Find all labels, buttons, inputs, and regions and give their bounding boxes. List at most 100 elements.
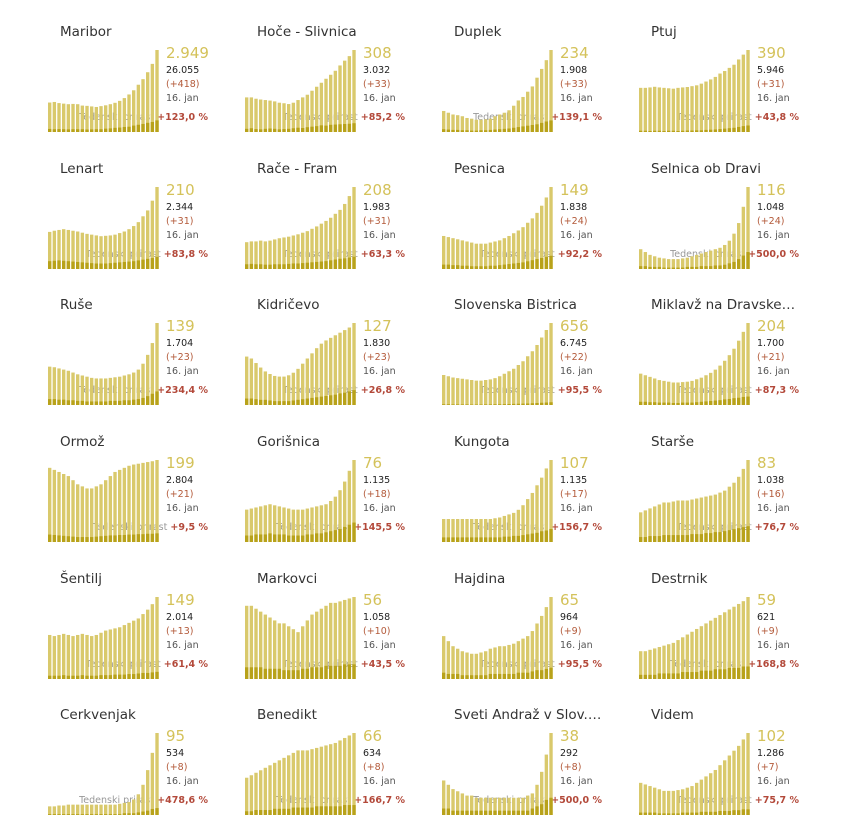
new-cases-bar	[57, 814, 61, 815]
bar	[639, 651, 643, 679]
new-cases-bar	[108, 675, 113, 679]
bar	[146, 462, 150, 542]
active-cases-value: 390	[757, 44, 786, 62]
bar	[723, 71, 727, 132]
new-cases-bar	[507, 264, 511, 269]
bar	[460, 793, 465, 815]
new-cases-bar	[648, 812, 652, 815]
bar	[732, 606, 736, 679]
new-cases-bar	[526, 125, 530, 132]
bar	[667, 502, 671, 542]
new-cases-bar	[287, 128, 291, 132]
new-cases-bar	[727, 810, 732, 815]
bar	[648, 87, 652, 132]
bar	[245, 605, 249, 679]
new-cases-bar	[315, 806, 319, 815]
bar	[488, 797, 493, 815]
new-cases-bar	[263, 810, 268, 815]
bar	[296, 509, 300, 542]
new-cases-bar	[516, 403, 521, 405]
bar	[277, 506, 282, 542]
new-cases-bar	[484, 537, 488, 542]
bar	[685, 87, 690, 132]
new-cases-bar	[549, 402, 553, 405]
bar	[713, 494, 718, 542]
bar	[90, 377, 94, 405]
bar	[671, 259, 676, 269]
bar	[150, 604, 155, 679]
new-cases-bar	[343, 124, 347, 132]
bar	[113, 377, 117, 405]
new-cases-bar	[48, 534, 52, 542]
bar	[535, 212, 539, 269]
new-cases-bar	[113, 262, 117, 269]
new-cases-bar	[352, 123, 356, 132]
bar	[526, 795, 530, 815]
bar	[301, 363, 305, 405]
new-cases-bar	[657, 536, 662, 542]
new-cases-bar	[446, 673, 451, 679]
new-cases-bar	[526, 672, 530, 679]
weekly-growth-value: +166,7 %	[354, 795, 405, 806]
bar	[319, 608, 324, 679]
bar	[263, 371, 268, 405]
bar	[52, 636, 57, 679]
bar	[460, 116, 465, 132]
new-cases-bar	[667, 813, 671, 815]
bar	[643, 375, 648, 405]
new-cases-bar	[442, 129, 446, 132]
new-cases-bar	[516, 262, 521, 269]
new-cases-bar	[671, 813, 676, 815]
bar	[653, 648, 657, 679]
new-cases-bar	[122, 813, 127, 815]
bar	[268, 504, 272, 542]
weekly-growth-value: +234,4 %	[157, 385, 208, 396]
new-cases-bar	[456, 810, 460, 815]
new-cases-bar	[657, 266, 662, 269]
new-cases-bar	[118, 814, 122, 815]
bar	[94, 106, 99, 132]
new-cases-bar	[338, 258, 342, 269]
bar	[530, 86, 535, 132]
new-cases-bar	[493, 810, 497, 815]
bar	[737, 603, 741, 679]
new-cases-bar	[442, 404, 446, 405]
bar	[122, 375, 127, 405]
bar	[66, 229, 71, 269]
bar	[66, 804, 71, 815]
new-cases-bar	[57, 129, 61, 132]
bar	[498, 376, 502, 405]
bar	[460, 519, 465, 542]
bar	[329, 744, 333, 815]
new-cases-bar	[118, 262, 122, 269]
bar	[99, 804, 103, 815]
new-cases-bar	[544, 530, 549, 542]
new-cases-bar	[150, 808, 155, 815]
bar	[287, 755, 291, 815]
new-cases-bar	[85, 262, 89, 269]
bar	[254, 608, 258, 679]
new-cases-bar	[657, 130, 662, 132]
new-cases-bar	[259, 264, 263, 269]
new-cases-bar	[516, 127, 521, 132]
bar	[681, 500, 685, 542]
active-cases-value: 83	[757, 454, 777, 472]
new-cases-bar	[305, 807, 310, 815]
new-cases-bar	[657, 673, 662, 679]
new-cases-bar	[526, 534, 530, 542]
new-cases-bar	[122, 674, 127, 679]
new-cases-bar	[460, 404, 465, 405]
bar	[127, 802, 131, 815]
bar	[493, 797, 497, 815]
bar	[470, 519, 474, 542]
bar	[85, 376, 89, 405]
bar	[52, 230, 57, 269]
new-cases-bar	[498, 404, 502, 405]
new-cases-bar	[122, 126, 127, 132]
bar	[301, 232, 305, 269]
bar	[727, 755, 732, 815]
new-cases-bar	[268, 400, 272, 405]
total-cases-value: 1.135	[560, 475, 588, 486]
new-cases-bar	[470, 130, 474, 132]
